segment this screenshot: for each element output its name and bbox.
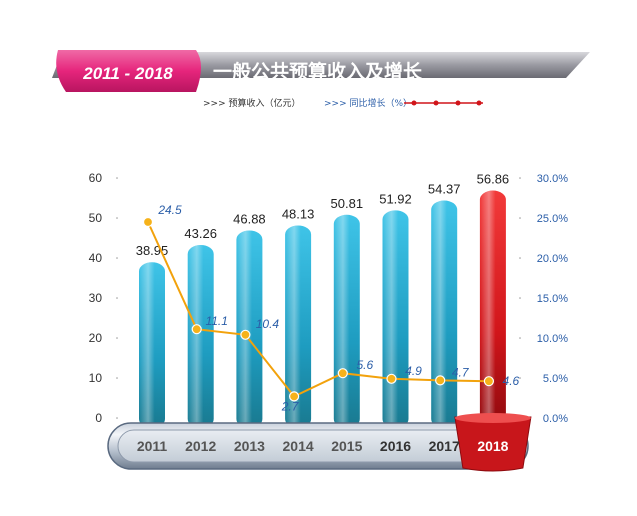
bar-shine: [333, 214, 360, 428]
growth-value-label: 5.6: [356, 358, 373, 372]
category-label: 2011: [137, 438, 168, 454]
growth-line: 24.5 11.1 10.4 2.7 5.6 4.9 4.7 4.6: [142, 203, 520, 413]
bar-shine: [236, 230, 263, 428]
bar-shine: [139, 262, 165, 428]
legend: >>> 预算收入（亿元） >>> 同比增长（%）: [203, 97, 483, 109]
highlight-cup-body: [454, 416, 532, 472]
growth-point: [435, 375, 446, 386]
growth-value-label: 4.7: [452, 365, 470, 379]
axes: 0 10 20 30 40 50 60 0.0% 5.0% 10.0% 15.0% 20.0% 25.0…: [89, 171, 569, 425]
growth-point: [386, 373, 397, 384]
category-label: 2012: [185, 438, 216, 454]
y-right-tick-dot: [519, 177, 521, 179]
y-left-tick-label: 40: [89, 251, 103, 265]
growth-point: [483, 376, 494, 387]
growth-value-label: 10.4: [256, 317, 280, 331]
growth-point: [337, 368, 348, 379]
bar-value-label: 48.13: [282, 206, 315, 221]
y-left-tick-label: 50: [89, 211, 103, 225]
growth-line-path: [147, 221, 489, 398]
growth-point: [191, 324, 202, 335]
bar-value-label: 56.86: [477, 172, 510, 187]
y-right-tick-label: 25.0%: [537, 213, 568, 225]
y-left-tick-label: 60: [89, 171, 103, 185]
legend-marker: [411, 100, 417, 106]
y-right-tick-dot: [519, 217, 521, 219]
y-left-tick-dot: [116, 217, 118, 219]
growth-point: [142, 216, 154, 228]
bar-value-label: 46.88: [233, 211, 266, 226]
growth-point: [289, 391, 300, 402]
header-ribbon: 2011 - 2018 一般公共预算收入及增长: [52, 50, 590, 92]
y-right-tick-label: 5.0%: [543, 373, 568, 385]
y-left-tick-label: 10: [89, 371, 103, 385]
year-range-text: 2011 - 2018: [82, 64, 173, 83]
category-label: 2017: [429, 438, 460, 454]
growth-value-label: 2.7: [281, 399, 300, 413]
legend-line-label: >>> 同比增长（%）: [324, 97, 412, 109]
category-label: 2013: [234, 438, 265, 454]
y-left-tick-label: 30: [89, 291, 103, 305]
bar-shine: [382, 210, 409, 428]
y-left-tick-dot: [116, 297, 118, 299]
highlight-cup-rim: [454, 413, 531, 423]
category-label: 2014: [283, 438, 314, 454]
bar-value-label: 43.26: [184, 226, 217, 241]
bar-value-label: 54.37: [428, 182, 461, 197]
y-right-tick-dot: [519, 337, 521, 339]
y-left-tick-label: 20: [89, 331, 103, 345]
bar-shine: [187, 244, 214, 428]
y-right-tick-label: 10.0%: [537, 333, 568, 345]
bar-shine: [479, 190, 506, 428]
growth-value-label: 24.5: [157, 203, 182, 217]
category-tube: [107, 422, 529, 470]
y-right-tick-label: 0.0%: [543, 413, 568, 425]
y-right-tick-label: 15.0%: [537, 293, 568, 305]
growth-value-label: 4.9: [405, 364, 422, 378]
year-range-badge: [56, 50, 202, 92]
legend-marker: [433, 100, 439, 106]
growth-value-label: 11.1: [205, 314, 227, 328]
category-label: 2015: [331, 438, 362, 454]
y-left-tick-dot: [116, 337, 118, 339]
y-right-tick-label: 30.0%: [537, 173, 568, 185]
y-left-tick-dot: [116, 417, 118, 419]
y-right-tick-label: 20.0%: [537, 253, 568, 265]
category-label: 2016: [380, 438, 411, 454]
legend-bar-label: >>> 预算收入（亿元）: [203, 97, 300, 109]
chart-title: 一般公共预算收入及增长: [213, 60, 423, 83]
y-left-tick-dot: [116, 257, 118, 259]
legend-marker: [455, 100, 461, 106]
category-labels: 2011 2012 2013 2014 2015 2016 2017 2018: [137, 438, 509, 454]
y-left-tick-dot: [116, 177, 118, 179]
legend-marker: [476, 100, 482, 106]
highlight-year-badge: [454, 413, 532, 472]
growth-point: [240, 329, 251, 340]
y-left-tick-label: 0: [95, 411, 102, 425]
growth-value-label: 4.6: [503, 374, 520, 388]
bar-value-label: 51.92: [379, 191, 412, 206]
category-label: 2018: [477, 438, 508, 454]
y-left-tick-dot: [116, 377, 118, 379]
bar-shine: [285, 225, 312, 428]
bar-value-label: 50.81: [331, 196, 364, 211]
y-right-tick-dot: [519, 257, 521, 259]
bar-shine: [431, 200, 458, 428]
y-right-tick-dot: [519, 297, 521, 299]
y-right-tick-dot: [519, 377, 521, 379]
